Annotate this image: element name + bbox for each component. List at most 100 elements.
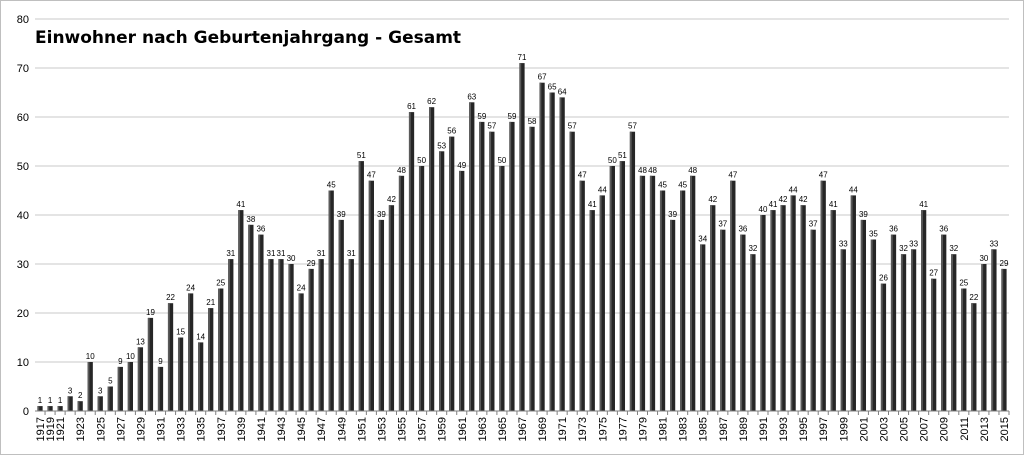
- bar: [398, 175, 405, 411]
- y-tick-label: 0: [23, 406, 29, 418]
- bar-highlight: [710, 205, 713, 411]
- data-label: 22: [969, 293, 978, 302]
- bar: [629, 131, 636, 411]
- data-label: 33: [909, 239, 918, 248]
- bar: [860, 219, 867, 411]
- data-label: 5: [108, 377, 113, 386]
- bar-highlight: [198, 342, 200, 411]
- data-label: 10: [86, 352, 95, 361]
- bar: [750, 254, 756, 411]
- data-label: 47: [367, 171, 376, 180]
- bar: [188, 293, 194, 411]
- bar-highlight: [910, 249, 913, 411]
- data-label: 47: [728, 171, 737, 180]
- data-label: 57: [487, 122, 496, 131]
- data-label: 51: [357, 151, 366, 160]
- data-label: 40: [759, 205, 768, 214]
- bar-highlight: [137, 347, 140, 411]
- bar: [439, 151, 445, 412]
- bar-highlight: [900, 254, 903, 411]
- bar: [67, 396, 73, 411]
- bar: [449, 136, 455, 411]
- bar-highlight: [167, 303, 170, 411]
- x-tick-label: 1991: [758, 417, 770, 441]
- bar-highlight: [308, 268, 311, 411]
- data-label: 3: [98, 386, 103, 395]
- bar-highlight: [318, 259, 321, 411]
- bar: [730, 180, 736, 411]
- x-tick-label: 2007: [919, 417, 931, 441]
- data-label: 41: [829, 200, 838, 209]
- x-tick-label: 1987: [718, 417, 730, 441]
- data-label: 47: [819, 171, 828, 180]
- bar-highlight: [509, 121, 512, 412]
- bar: [288, 264, 294, 411]
- data-label: 59: [477, 112, 486, 121]
- data-label: 61: [407, 102, 416, 111]
- data-label: 41: [588, 200, 597, 209]
- data-label: 36: [889, 225, 898, 234]
- bar-highlight: [981, 264, 984, 411]
- data-label: 42: [799, 195, 808, 204]
- bar-highlight: [760, 215, 763, 411]
- x-tick-label: 1941: [256, 417, 268, 441]
- x-tick-label: 1951: [356, 417, 368, 441]
- bar-highlight: [388, 205, 391, 411]
- data-label: 1: [58, 396, 63, 405]
- data-label: 51: [618, 151, 627, 160]
- bar-highlight: [880, 283, 883, 411]
- bar: [57, 406, 63, 411]
- data-label: 30: [979, 254, 988, 263]
- bar-highlight: [107, 386, 110, 411]
- bar: [97, 396, 103, 411]
- bar-highlight: [569, 131, 572, 411]
- bar-highlight: [830, 210, 833, 411]
- bar-highlight: [549, 92, 552, 411]
- bar-highlight: [740, 234, 743, 411]
- data-label: 64: [558, 87, 567, 96]
- data-label: 14: [196, 332, 205, 341]
- x-tick-label: 1983: [678, 417, 690, 441]
- data-label: 67: [538, 73, 547, 82]
- bar-highlight: [398, 175, 401, 411]
- x-tick-label: 1953: [376, 417, 388, 441]
- x-tick-label: 1917: [35, 417, 47, 441]
- bar: [830, 210, 836, 411]
- x-tick-label: 1963: [477, 417, 489, 441]
- bar: [177, 337, 184, 411]
- bar: [780, 205, 786, 411]
- data-label: 48: [397, 166, 406, 175]
- bar-highlight: [67, 396, 70, 411]
- x-tick-label: 1935: [196, 417, 208, 441]
- bar-highlight: [499, 166, 502, 411]
- bar-highlight: [449, 136, 451, 411]
- data-label: 24: [297, 283, 306, 292]
- bar: [388, 205, 395, 411]
- data-label: 29: [1000, 259, 1009, 268]
- bar-highlight: [820, 180, 823, 411]
- bar: [639, 175, 646, 411]
- data-label: 10: [126, 352, 135, 361]
- x-tick-label: 1933: [176, 417, 188, 441]
- bar: [137, 347, 144, 411]
- data-label: 65: [548, 83, 557, 92]
- bar: [489, 131, 495, 411]
- bar: [418, 166, 425, 411]
- bar-highlight: [127, 362, 130, 411]
- bar: [840, 249, 846, 411]
- data-label: 29: [307, 259, 316, 268]
- data-label: 19: [146, 308, 155, 317]
- x-tick-label: 1967: [517, 417, 529, 441]
- data-label: 45: [327, 181, 336, 190]
- bar-highlight: [639, 175, 642, 411]
- bar-highlight: [418, 166, 421, 411]
- bar: [800, 205, 806, 411]
- bar: [328, 190, 334, 411]
- y-tick-label: 20: [17, 308, 29, 320]
- bar-highlight: [298, 293, 301, 411]
- bar-highlight: [519, 63, 522, 411]
- bar: [77, 401, 83, 411]
- data-label: 41: [769, 200, 778, 209]
- bar: [298, 293, 304, 411]
- bar-highlight: [348, 259, 351, 411]
